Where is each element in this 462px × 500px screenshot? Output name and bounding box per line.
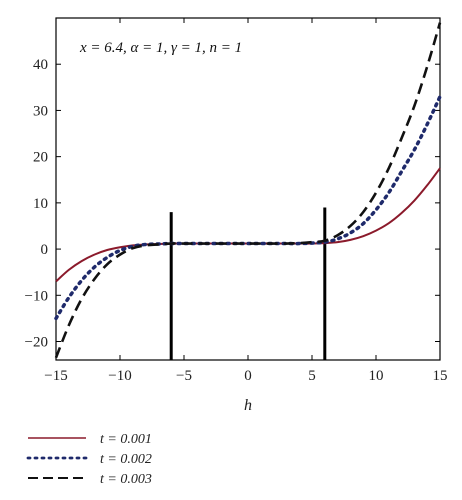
x-axis-title: h [244, 397, 252, 414]
parameter-annotation: x = 6.4, α = 1, γ = 1, n = 1 [79, 40, 242, 56]
y-tick-label: −20 [25, 335, 48, 351]
series-line-dashed [54, 22, 442, 359]
x-tick-label: −10 [108, 368, 131, 384]
y-tick-label: 0 [41, 242, 49, 258]
vertical-markers [169, 207, 327, 360]
y-tick-label: 10 [33, 196, 48, 212]
plot-frame [55, 17, 441, 361]
x-tick-label: 15 [433, 368, 448, 384]
legend-label: t = 0.002 [100, 452, 152, 467]
x-tick-label: −15 [44, 368, 67, 384]
series-line-solid [55, 167, 441, 283]
y-tick-label: 30 [33, 103, 48, 119]
x-tick-label: 0 [244, 368, 252, 384]
series-line-dotted [54, 94, 442, 321]
legend-label: t = 0.001 [100, 432, 152, 447]
y-tick-label: 20 [33, 150, 48, 166]
series-lines [54, 22, 442, 359]
legend: t = 0.001 t = 0.002 t = 0.003 [26, 432, 152, 487]
x-tick-label: −5 [176, 368, 192, 384]
legend-label: t = 0.003 [100, 472, 152, 487]
x-tick-label: 10 [369, 368, 384, 384]
y-tick-label: 40 [33, 57, 48, 73]
x-tick-label: 5 [308, 368, 316, 384]
ticks: −15 −10 −5 0 5 10 15 −20 −10 0 10 20 30 40 [25, 18, 448, 384]
y-tick-label: −10 [25, 288, 48, 304]
